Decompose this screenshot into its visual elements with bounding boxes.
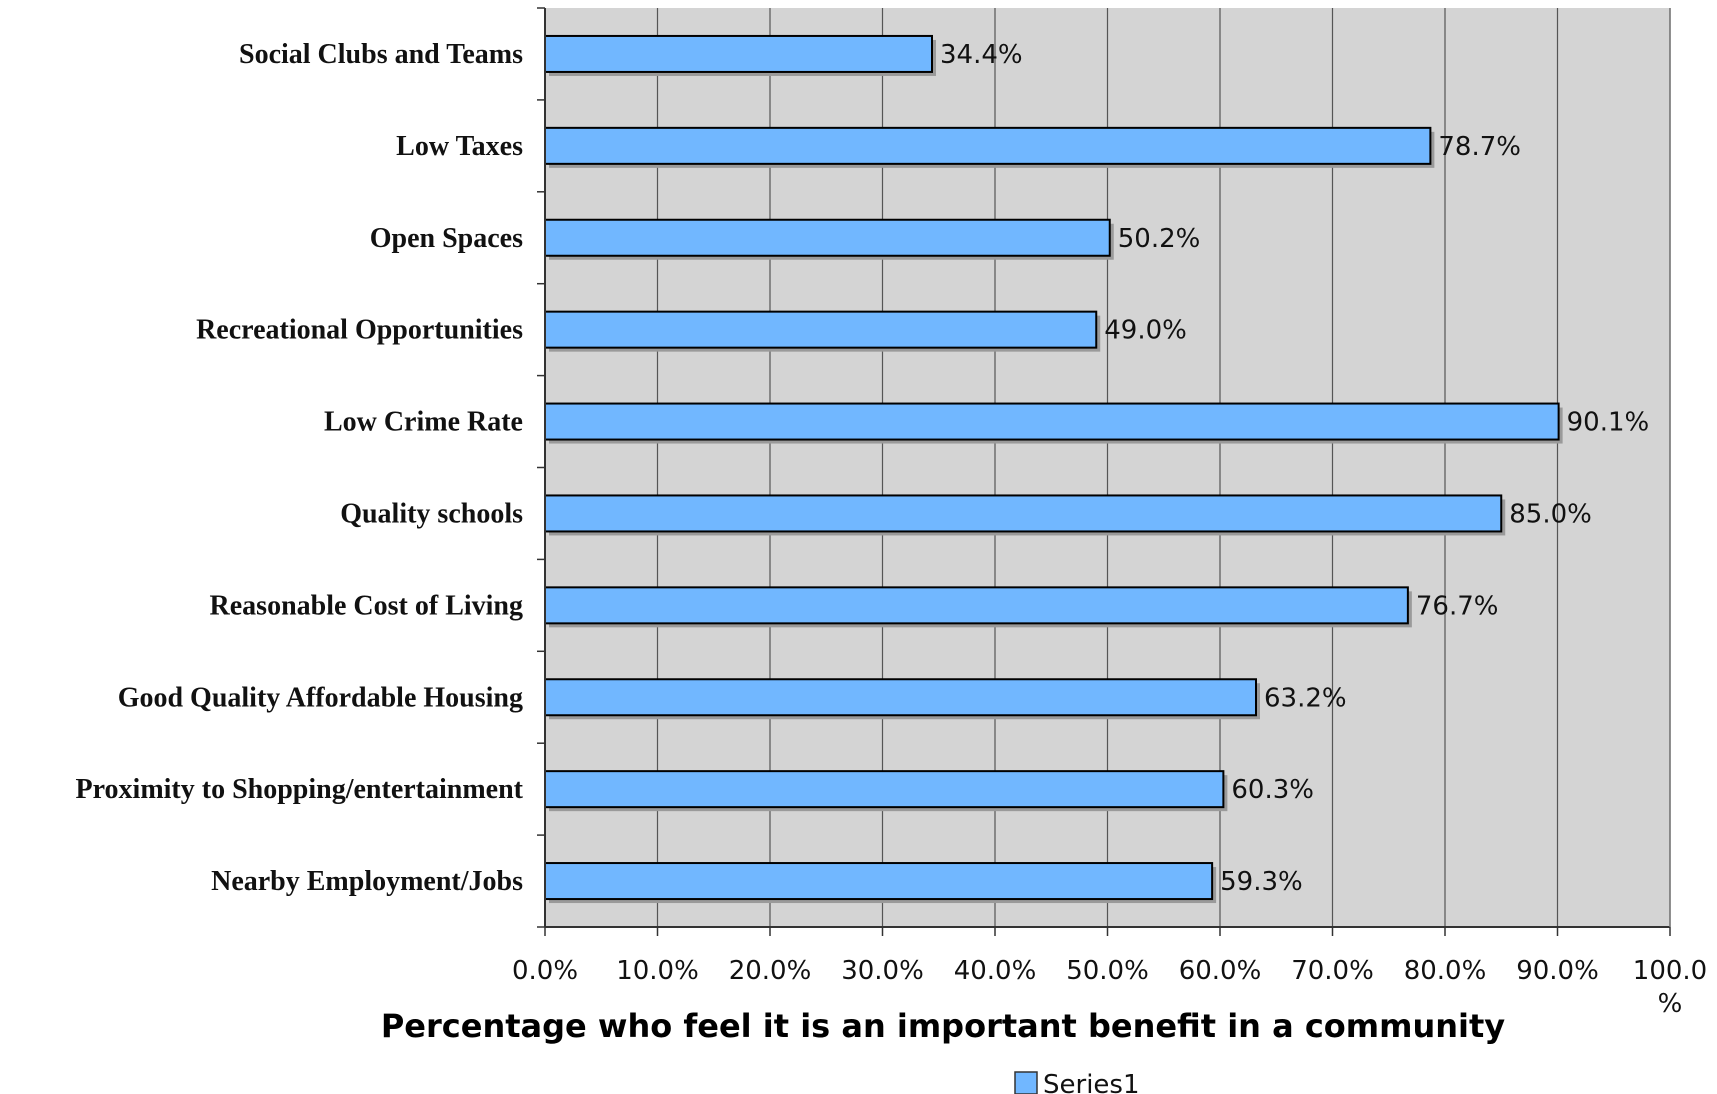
data-label: 78.7% xyxy=(1438,132,1521,162)
x-tick-label: 40.0% xyxy=(954,956,1037,986)
category-label: Open Spaces xyxy=(370,223,523,254)
bar xyxy=(544,126,1432,165)
bar xyxy=(544,218,1111,257)
bar xyxy=(544,34,933,73)
data-label: 59.3% xyxy=(1220,867,1303,897)
bars xyxy=(544,34,1563,904)
category-label: Social Clubs and Teams xyxy=(239,39,523,70)
x-tick-label: 70.0% xyxy=(1291,956,1374,986)
category-label: Recreational Opportunities xyxy=(196,315,523,346)
data-labels: 34.4% 78.7% 50.2% 49.0% 90.1% 85.0% 76.7% 63.2%… xyxy=(940,40,1649,897)
data-label: 63.2% xyxy=(1264,683,1347,713)
x-tick-label: 80.0% xyxy=(1404,956,1487,986)
category-label: Good Quality Affordable Housing xyxy=(118,682,523,713)
data-label: 34.4% xyxy=(940,40,1023,70)
category-label: Quality schools xyxy=(340,498,523,529)
data-label: 50.2% xyxy=(1118,224,1201,254)
bar xyxy=(544,862,1214,901)
x-tick-label: 100.0 xyxy=(1633,956,1707,986)
data-label: 90.1% xyxy=(1567,408,1650,438)
x-tick-label: 90.0% xyxy=(1516,956,1599,986)
category-labels: Social Clubs and Teams Low Taxes Open Spac… xyxy=(76,39,524,897)
x-tick-label: 30.0% xyxy=(841,956,924,986)
x-tick-labels: 0.0% 10.0% 20.0% 30.0% 40.0% 50.0% 60.0% 70.0% 8… xyxy=(512,956,1707,1019)
x-tick-label: 50.0% xyxy=(1066,956,1149,986)
category-label: Reasonable Cost of Living xyxy=(210,590,523,621)
data-label: 76.7% xyxy=(1416,591,1499,621)
bar xyxy=(544,310,1098,349)
bar xyxy=(544,586,1409,625)
legend-label: Series1 xyxy=(1043,1070,1140,1094)
bar xyxy=(544,678,1257,717)
legend: Series1 xyxy=(1014,1070,1140,1094)
data-label: 60.3% xyxy=(1231,775,1314,805)
data-label: 85.0% xyxy=(1509,499,1592,529)
category-label: Low Crime Rate xyxy=(324,407,523,438)
bar xyxy=(544,402,1560,441)
x-tick-label: 60.0% xyxy=(1179,956,1262,986)
category-label: Proximity to Shopping/entertainment xyxy=(76,774,524,805)
x-axis-title: Percentage who feel it is an important b… xyxy=(381,1007,1505,1045)
x-tick-label-wrap: % xyxy=(1658,989,1683,1019)
axes xyxy=(537,7,1671,936)
data-label: 49.0% xyxy=(1104,316,1187,346)
x-tick-label: 20.0% xyxy=(729,956,812,986)
bar xyxy=(544,770,1225,809)
x-tick-label: 10.0% xyxy=(616,956,699,986)
category-label: Nearby Employment/Jobs xyxy=(211,866,523,897)
bar xyxy=(544,494,1503,533)
category-label: Low Taxes xyxy=(396,131,523,162)
legend-swatch xyxy=(1014,1071,1038,1094)
x-tick-label: 0.0% xyxy=(512,956,578,986)
